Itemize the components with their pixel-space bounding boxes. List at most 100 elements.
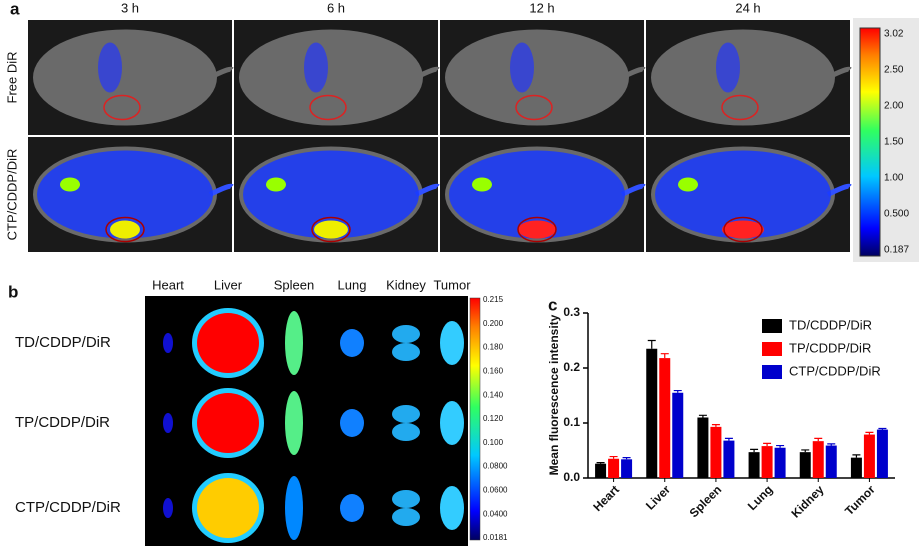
colorbar-label: 0.160 [483, 367, 504, 376]
error-bar [776, 444, 785, 448]
colorbar [469, 297, 481, 541]
signal [449, 150, 625, 239]
signal [716, 42, 740, 93]
mouse-tail [620, 183, 646, 197]
mouse-tail [414, 66, 440, 80]
colorbar-label: 1.50 [884, 137, 904, 148]
x-tick-label: Lung [745, 482, 776, 513]
colorbar-label: 0.0800 [483, 462, 508, 471]
organ [440, 401, 464, 445]
error-bar [763, 442, 772, 447]
mouse-tail [414, 183, 440, 197]
error-bar [724, 437, 733, 441]
mouse-tail [826, 183, 852, 197]
signal [304, 42, 328, 93]
colorbar-label: 0.187 [884, 245, 909, 256]
panel-a: a 3 h 6 h 12 h 24 h Free DiR CTP/CDDP/DiR 3.02… [4, 0, 919, 262]
organ [163, 333, 173, 353]
error-bar [609, 455, 618, 459]
mouse-body [445, 29, 629, 126]
error-bar [673, 389, 682, 393]
legend-swatch [762, 365, 782, 379]
organ [440, 486, 464, 530]
bar [646, 348, 658, 478]
colorbar-label: 3.02 [884, 29, 904, 40]
bar [595, 463, 607, 478]
organ [392, 343, 420, 361]
bar [697, 417, 709, 478]
mouse-body [239, 29, 423, 126]
organ [163, 413, 173, 433]
organ [285, 476, 303, 540]
signal [98, 42, 122, 93]
colorbar-label: 0.0600 [483, 486, 508, 495]
row-label: Free DiR [4, 51, 19, 103]
organ [392, 508, 420, 526]
organ [392, 405, 420, 423]
column-header: Kidney [386, 277, 426, 292]
mouse-tail [208, 66, 234, 80]
organ [340, 409, 364, 437]
organ [392, 490, 420, 508]
error-bar [622, 457, 631, 460]
error-bar [660, 353, 669, 359]
panel-label: c [548, 295, 557, 314]
bar [710, 426, 722, 478]
tumor-circle [517, 216, 557, 243]
organ [340, 494, 364, 522]
error-bar [698, 414, 707, 418]
tumor-signal [722, 220, 764, 239]
signal [37, 150, 213, 239]
organ [285, 311, 303, 375]
bar [812, 441, 824, 478]
colorbar-label: 0.200 [483, 319, 504, 328]
colorbar-label: 0.180 [483, 343, 504, 352]
colorbar-label: 0.0181 [483, 533, 508, 542]
colorbar-label: 0.0400 [483, 509, 508, 518]
colorbar-label: 0.100 [483, 438, 504, 447]
column-header: 24 h [735, 0, 760, 15]
bar [621, 459, 633, 478]
colorbar-label: 0.140 [483, 390, 504, 399]
colorbar-label: 0.120 [483, 414, 504, 423]
error-bar [865, 431, 874, 435]
y-tick-label: 0.3 [563, 305, 580, 319]
row-label: TD/CDDP/DiR [15, 334, 111, 351]
signal-hot [60, 177, 80, 192]
x-tick-label: Kidney [788, 482, 826, 520]
signal-hot [678, 177, 698, 192]
signal [243, 150, 419, 239]
panel-b: b Heart Liver Spleen Lung Kidney Tumor TD/CDDP… [8, 277, 508, 546]
error-bar [814, 437, 823, 442]
row-label: CTP/CDDP/DiR [15, 499, 121, 516]
column-header: Lung [338, 277, 367, 292]
column-header: 6 h [327, 0, 345, 15]
legend-label: TP/CDDP/DiR [789, 340, 871, 355]
x-tick-label: Spleen [687, 482, 725, 520]
error-bar [878, 427, 887, 430]
tumor-circle [311, 216, 351, 243]
y-tick-label: 0.2 [563, 360, 580, 374]
bar [774, 447, 786, 478]
tumor-signal [314, 220, 348, 239]
signal-hot [266, 177, 286, 192]
tumor-signal [110, 220, 140, 239]
tumor-circle [105, 216, 145, 243]
colorbar-label: 2.50 [884, 65, 904, 76]
column-header: 12 h [529, 0, 554, 15]
y-tick-label: 0.1 [563, 415, 580, 429]
error-bar [801, 449, 810, 453]
colorbar-label: 0.215 [483, 295, 504, 304]
mouse-tail [620, 66, 646, 80]
organ [392, 423, 420, 441]
signal [655, 150, 831, 239]
panel-c: c Mean fluorescence intensity 0.0 0.1 0.2 0… [547, 295, 895, 521]
legend-swatch [762, 342, 782, 356]
organ [285, 391, 303, 455]
row-label: TP/CDDP/DiR [15, 414, 110, 431]
organ [340, 329, 364, 357]
column-header: 3 h [121, 0, 139, 15]
tumor-circle [723, 216, 763, 243]
signal-hot [472, 177, 492, 192]
